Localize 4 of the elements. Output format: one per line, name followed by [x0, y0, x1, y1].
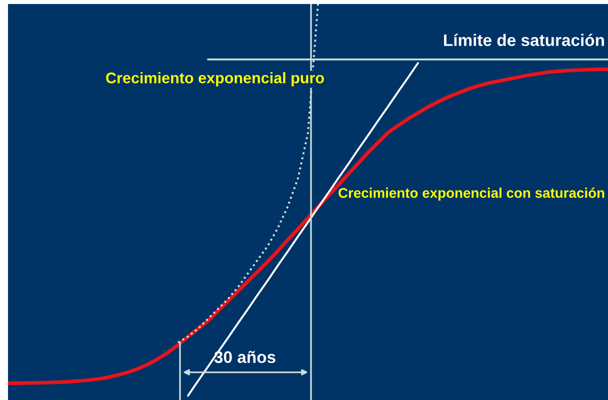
annotation: Límite de saturación [444, 34, 604, 46]
annotation: Crecimiento exponencial puro [106, 72, 324, 86]
annotation: Crecimiento exponencial con saturación [338, 188, 604, 201]
annotation: 30 años [214, 350, 276, 364]
